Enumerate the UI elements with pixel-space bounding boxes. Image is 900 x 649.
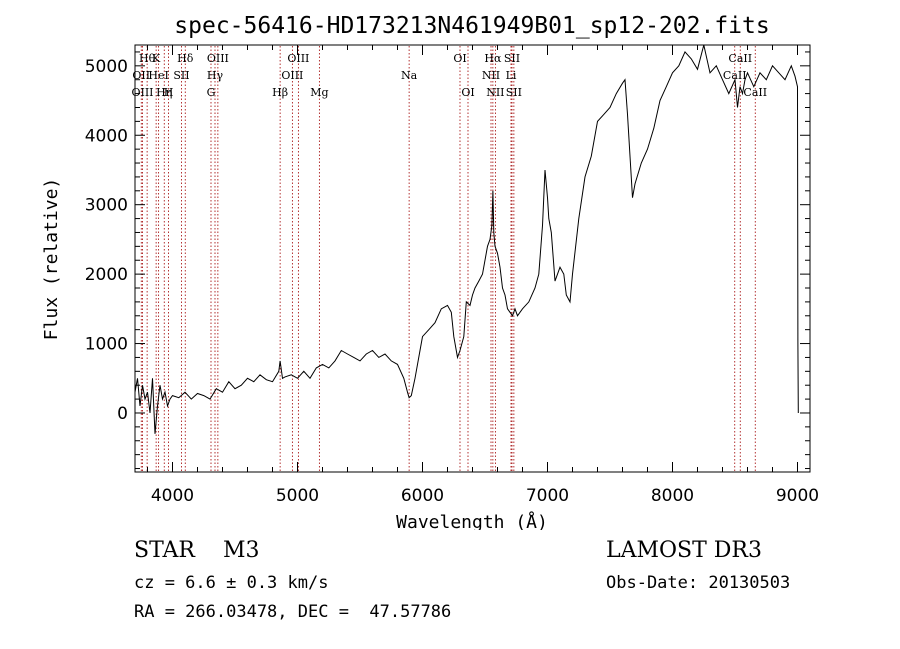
chart-title: spec-56416-HD173213N461949B01_sp12-202.f… (174, 13, 769, 39)
line-label-0: OII (132, 69, 150, 82)
line-label-25: CaII (723, 69, 747, 82)
y-axis-label: Flux (relative) (41, 178, 62, 341)
line-label-18: OI (461, 86, 474, 99)
redshift-readout: cz = 6.6 ± 0.3 km/s (134, 573, 329, 593)
line-label-8: Hδ (177, 52, 194, 65)
x-axis-ticks: 4000 5000 6000 7000 8000 9000 (147, 45, 819, 506)
line-label-26: CaII (728, 52, 752, 65)
y-tick-label-1: 1000 (85, 335, 128, 355)
survey-label: LAMOST DR3 (606, 538, 762, 563)
line-label-10: Hγ (207, 69, 224, 82)
y-tick-label-0: 0 (117, 404, 128, 424)
y-axis-ticks: 0 1000 2000 3000 4000 5000 (85, 51, 810, 470)
x-tick-label-1: 5000 (276, 486, 319, 506)
line-label-12: Hβ (272, 86, 288, 99)
coordinates-readout: RA = 266.03478, DEC = 47.57786 (134, 602, 452, 622)
line-label-5: Hη (156, 86, 172, 99)
spectrum-line (134, 44, 799, 434)
line-label-23: SII (504, 52, 520, 65)
line-label-14: OIII (287, 52, 309, 65)
spectrum-chart: spec-56416-HD173213N461949B01_sp12-202.f… (41, 13, 819, 530)
x-tick-label-3: 7000 (526, 486, 569, 506)
line-label-15: Mg (310, 86, 328, 99)
line-label-19: NII (482, 69, 500, 82)
star-class-label: STAR M3 (134, 538, 260, 563)
line-label-22: Li (506, 69, 517, 82)
line-label-7: SII (173, 69, 189, 82)
y-tick-label-4: 4000 (85, 126, 128, 146)
line-label-1: OIII (131, 86, 153, 99)
y-tick-label-5: 5000 (85, 57, 128, 77)
emission-line-markers (140, 46, 756, 471)
x-tick-label-2: 6000 (401, 486, 444, 506)
emission-line-labels: OII OIII HθK HeI HηH SII Hδ G Hγ OIII Hβ OIII OIII Mg… (131, 52, 767, 99)
y-tick-label-3: 3000 (85, 196, 128, 216)
line-label-13: OIII (281, 69, 303, 82)
plot-frame (134, 44, 811, 473)
line-label-11: OIII (207, 52, 229, 65)
line-label-21: NII (486, 86, 504, 99)
x-axis-label: Wavelength (Å) (396, 511, 548, 530)
x-tick-label-0: 4000 (151, 486, 194, 506)
y-tick-label-2: 2000 (85, 265, 128, 285)
line-label-17: OI (453, 52, 466, 65)
observation-date: Obs-Date: 20130503 (606, 573, 791, 593)
line-label-9: G (207, 86, 216, 99)
line-label-6: H (164, 86, 174, 99)
x-tick-label-4: 8000 (651, 486, 694, 506)
line-label-24: SII (506, 86, 522, 99)
line-label-27: CaII (743, 86, 767, 99)
line-label-3: K (152, 52, 161, 65)
line-label-2: Hθ (139, 52, 156, 65)
line-label-4: HeI (148, 69, 168, 82)
x-tick-label-5: 9000 (776, 486, 819, 506)
line-label-20: Hα (484, 52, 502, 65)
line-label-16: Na (401, 69, 418, 82)
